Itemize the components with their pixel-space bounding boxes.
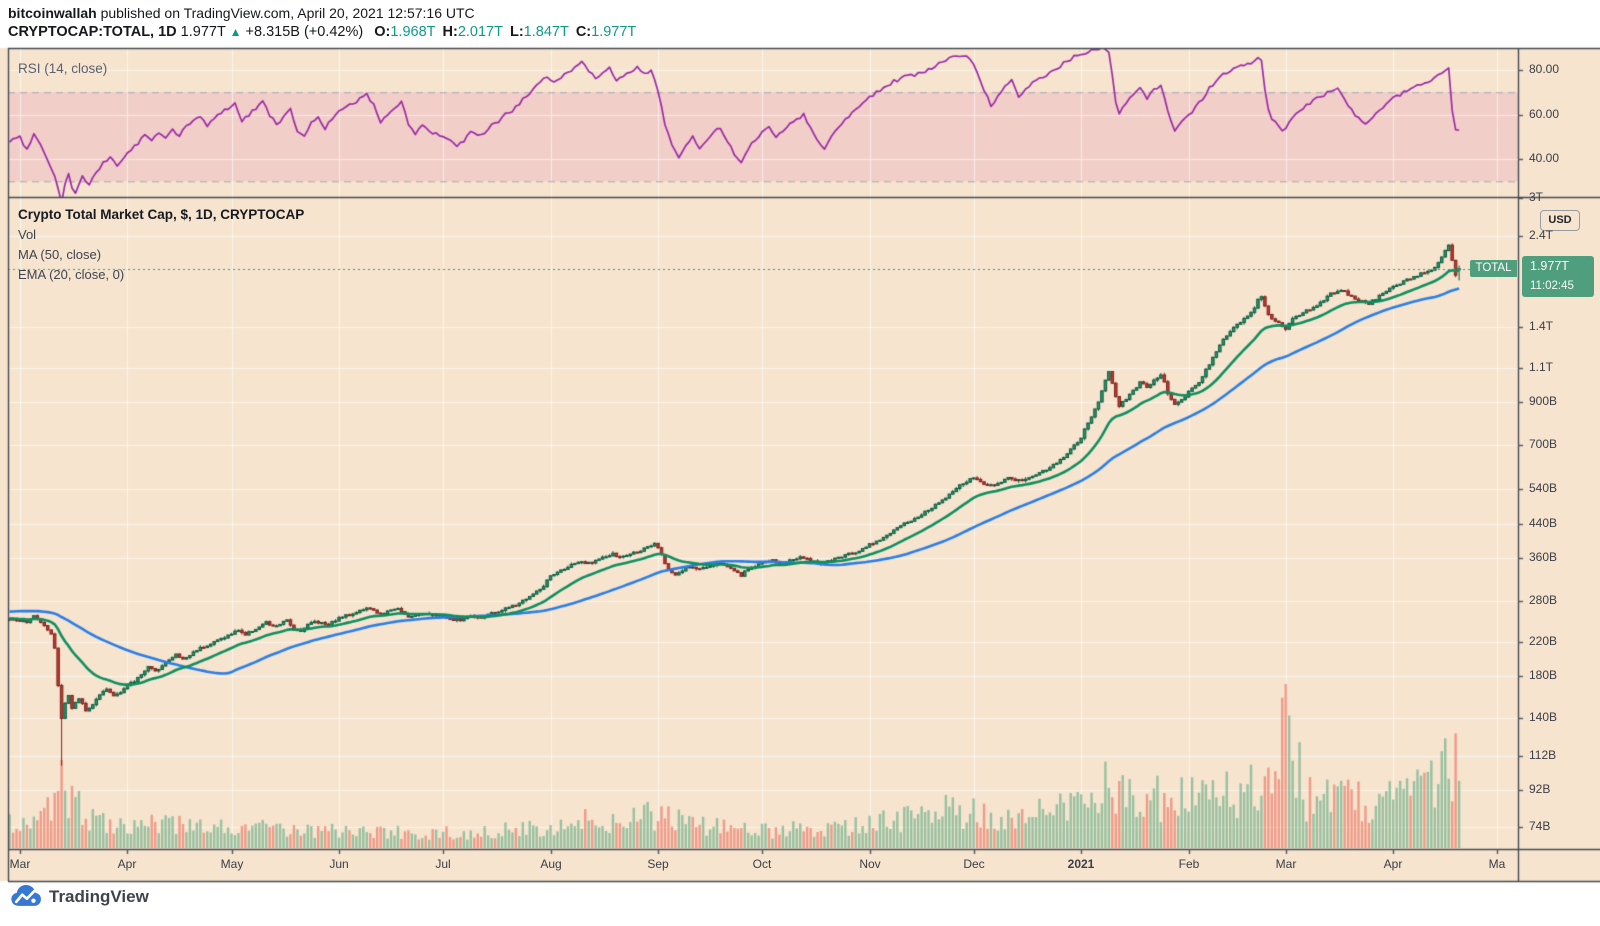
rsi-axis-tick: 60.00 xyxy=(1529,107,1560,121)
ohlc-label: C: xyxy=(575,24,592,40)
time-axis-tick: Apr xyxy=(117,857,137,871)
tradingview-attribution[interactable]: TradingView xyxy=(10,883,149,910)
time-axis-tick: Feb xyxy=(1178,857,1200,871)
time-axis-tick: Dec xyxy=(963,857,985,871)
price-axis-tick: 540B xyxy=(1529,481,1558,495)
price-axis-tick: 112B xyxy=(1529,748,1557,762)
tradingview-logo-icon xyxy=(11,884,41,906)
tradingview-logo-text: TradingView xyxy=(49,886,149,906)
price-axis-tick: 700B xyxy=(1529,437,1558,451)
rsi-axis-tick: 80.00 xyxy=(1529,62,1560,76)
time-axis-tick: Nov xyxy=(859,857,881,871)
legend-item[interactable]: MA (50, close) xyxy=(18,247,102,262)
price-axis-tick: 360B xyxy=(1529,550,1558,564)
last-price: 1.977T xyxy=(180,24,226,40)
price-axis-tick: 1.4T xyxy=(1529,319,1554,333)
time-axis-tick: Ma xyxy=(1488,857,1506,871)
time-axis-tick: Jun xyxy=(329,857,349,871)
publish-info: published on TradingView.com, April 20, … xyxy=(96,5,475,21)
author-name: bitcoinwallah xyxy=(8,5,97,21)
price-axis-tick: 2.4T xyxy=(1529,228,1554,242)
ohlc-value: 2.017T xyxy=(457,24,503,40)
rsi-legend[interactable]: RSI (14, close) xyxy=(18,61,108,76)
price-axis-tick: 280B xyxy=(1529,593,1558,607)
ohlc-value: 1.847T xyxy=(523,24,569,40)
legend-title[interactable]: Crypto Total Market Cap, $, 1D, CRYPTOCA… xyxy=(18,207,305,222)
price-axis-tick: 900B xyxy=(1529,394,1558,408)
time-axis-tick: Oct xyxy=(752,857,772,871)
current-price-tag: 1.977T 11:02:45 xyxy=(1522,256,1594,297)
price-axis-tick: 140B xyxy=(1529,710,1558,724)
price-change: +8.315B (+0.42%) xyxy=(245,24,364,40)
time-axis-tick: 2021 xyxy=(1067,857,1095,871)
currency-unit-button[interactable]: USD xyxy=(1540,210,1580,231)
publish-line: bitcoinwallah published on TradingView.c… xyxy=(8,5,475,21)
bar-countdown: 11:02:45 xyxy=(1530,280,1574,292)
time-axis-tick: Apr xyxy=(1383,857,1403,871)
legend-item[interactable]: Vol xyxy=(18,227,37,242)
ohlc-label: O: xyxy=(374,24,391,40)
symbol-name[interactable]: CRYPTOCAP:TOTAL, 1D xyxy=(8,24,177,40)
price-axis-tick: 1.1T xyxy=(1529,360,1554,374)
ohlc-value: 1.968T xyxy=(390,24,436,40)
symbol-price-flag: TOTAL xyxy=(1470,260,1517,277)
price-axis-tick: 440B xyxy=(1529,516,1558,530)
time-axis-tick: Aug xyxy=(540,857,562,871)
price-axis-tick: 92B xyxy=(1529,782,1551,796)
up-arrow-icon: ▲ xyxy=(229,25,242,39)
current-price-value: 1.977T xyxy=(1530,259,1569,273)
ohlc-group: O:1.968T H:2.017T L:1.847T C:1.977T xyxy=(367,24,636,40)
time-axis-tick: Jul xyxy=(435,857,451,871)
price-axis-tick: 220B xyxy=(1529,634,1558,648)
time-axis-tick: Mar xyxy=(9,857,31,871)
time-axis-tick: May xyxy=(220,857,244,871)
time-axis-tick: Mar xyxy=(1275,857,1297,871)
price-axis-tick: 3T xyxy=(1529,190,1544,204)
ohlc-label: H: xyxy=(442,24,458,40)
main-chart-legend: Crypto Total Market Cap, $, 1D, CRYPTOCA… xyxy=(18,205,304,285)
time-axis-tick: Sep xyxy=(647,857,669,871)
ohlc-value: 1.977T xyxy=(591,24,637,40)
price-axis-tick: 180B xyxy=(1529,668,1558,682)
legend-item[interactable]: EMA (20, close, 0) xyxy=(18,267,125,282)
legend-items: Vol MA (50, close) EMA (20, close, 0) xyxy=(18,225,304,285)
ohlc-label: L: xyxy=(509,24,524,40)
symbol-status-line: CRYPTOCAP:TOTAL, 1D 1.977T ▲ +8.315B (+0… xyxy=(8,24,636,40)
price-axis-tick: 74B xyxy=(1529,819,1551,833)
rsi-axis-tick: 40.00 xyxy=(1529,151,1560,165)
